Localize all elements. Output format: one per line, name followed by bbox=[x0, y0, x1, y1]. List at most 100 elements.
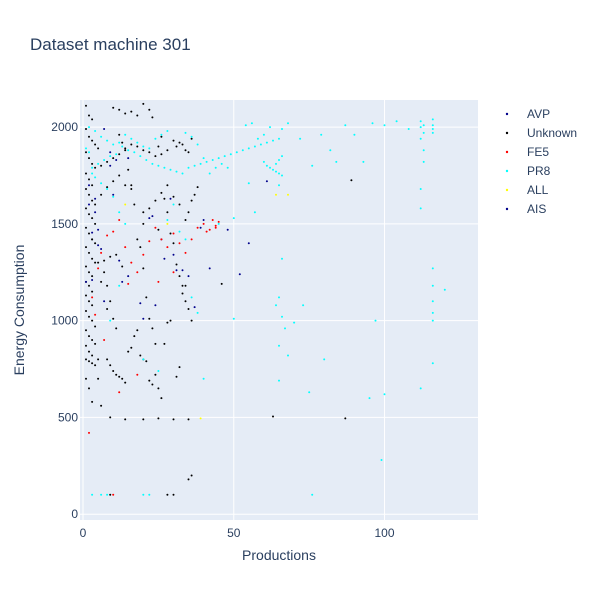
data-point bbox=[419, 387, 422, 390]
data-point bbox=[281, 128, 283, 130]
legend-item-unknown[interactable]: Unknown bbox=[505, 126, 577, 140]
data-point bbox=[368, 397, 371, 400]
data-point bbox=[88, 284, 90, 287]
data-point bbox=[124, 112, 127, 115]
data-point bbox=[88, 193, 90, 196]
data-point bbox=[353, 133, 356, 136]
data-point bbox=[178, 230, 181, 233]
data-point bbox=[278, 344, 280, 347]
data-point bbox=[241, 149, 244, 152]
data-point bbox=[259, 143, 262, 146]
data-point bbox=[160, 238, 163, 241]
data-point bbox=[166, 149, 169, 152]
data-point bbox=[85, 188, 87, 190]
data-point bbox=[181, 284, 184, 287]
data-point bbox=[106, 358, 109, 361]
data-point bbox=[169, 168, 172, 171]
data-point bbox=[100, 251, 103, 254]
data-point bbox=[157, 145, 160, 148]
legend-item-avp[interactable]: AVP bbox=[505, 107, 550, 121]
data-point bbox=[278, 137, 280, 140]
data-point bbox=[431, 311, 434, 314]
data-point bbox=[118, 174, 121, 177]
data-point bbox=[181, 143, 184, 146]
data-point bbox=[431, 362, 434, 365]
data-point bbox=[431, 118, 434, 121]
data-point bbox=[151, 215, 154, 218]
data-point bbox=[178, 242, 181, 245]
data-point bbox=[142, 253, 145, 256]
data-point bbox=[85, 310, 87, 312]
data-point bbox=[166, 493, 169, 496]
y-tick-label: 2000 bbox=[51, 120, 78, 134]
data-point bbox=[130, 137, 133, 140]
data-point bbox=[184, 219, 187, 221]
data-point bbox=[247, 147, 250, 150]
data-point bbox=[118, 391, 121, 394]
chart-title: Dataset machine 301 bbox=[30, 35, 191, 54]
data-point bbox=[151, 162, 154, 165]
data-point bbox=[91, 162, 94, 165]
series-all bbox=[124, 193, 289, 420]
data-point bbox=[127, 149, 130, 152]
data-point bbox=[281, 315, 283, 318]
data-point bbox=[124, 418, 127, 421]
data-point bbox=[214, 224, 217, 227]
data-point bbox=[112, 370, 115, 372]
data-point bbox=[422, 149, 425, 152]
data-point bbox=[139, 354, 142, 357]
y-tick-label: 1500 bbox=[51, 217, 78, 231]
data-point bbox=[103, 339, 106, 341]
data-point bbox=[94, 166, 97, 169]
data-point bbox=[181, 172, 184, 175]
y-tick-label: 500 bbox=[58, 410, 78, 424]
data-point bbox=[91, 279, 94, 281]
data-point bbox=[106, 188, 109, 190]
data-point bbox=[130, 110, 133, 113]
data-point bbox=[187, 308, 190, 310]
data-point bbox=[151, 327, 154, 330]
data-point bbox=[85, 104, 87, 107]
data-point bbox=[184, 251, 187, 254]
data-point bbox=[91, 290, 94, 293]
data-point bbox=[127, 157, 130, 160]
data-point bbox=[85, 147, 87, 150]
data-point bbox=[103, 300, 106, 303]
data-point bbox=[124, 246, 127, 249]
data-point bbox=[299, 137, 302, 140]
data-point bbox=[115, 373, 118, 376]
legend-item-all[interactable]: ALL bbox=[505, 183, 549, 197]
data-point bbox=[374, 319, 377, 322]
legend-marker bbox=[505, 150, 509, 154]
series-fe5 bbox=[88, 219, 220, 496]
data-point bbox=[160, 135, 163, 138]
data-point bbox=[253, 211, 256, 214]
data-point bbox=[100, 135, 103, 138]
legend-item-ais[interactable]: AIS bbox=[505, 202, 547, 216]
data-point bbox=[103, 128, 106, 130]
data-point bbox=[281, 257, 283, 260]
data-point bbox=[172, 139, 175, 142]
data-point bbox=[157, 228, 160, 231]
legend-item-fe5[interactable]: FE5 bbox=[505, 145, 550, 159]
data-point bbox=[320, 133, 323, 136]
legend-item-pr8[interactable]: PR8 bbox=[505, 164, 551, 178]
data-point bbox=[148, 493, 151, 496]
data-point bbox=[139, 155, 142, 158]
data-point bbox=[419, 126, 422, 129]
data-point bbox=[94, 197, 97, 200]
data-point bbox=[106, 284, 109, 287]
data-point bbox=[88, 431, 90, 434]
data-point bbox=[226, 228, 229, 231]
data-point bbox=[148, 379, 151, 382]
y-tick-label: 0 bbox=[71, 507, 78, 521]
data-point bbox=[142, 267, 145, 270]
data-point bbox=[278, 379, 280, 382]
data-point bbox=[112, 106, 115, 109]
data-point bbox=[193, 164, 196, 167]
data-point bbox=[199, 162, 202, 165]
data-point bbox=[136, 141, 139, 144]
data-point bbox=[115, 159, 118, 161]
data-point bbox=[208, 267, 211, 270]
data-point bbox=[85, 151, 87, 154]
